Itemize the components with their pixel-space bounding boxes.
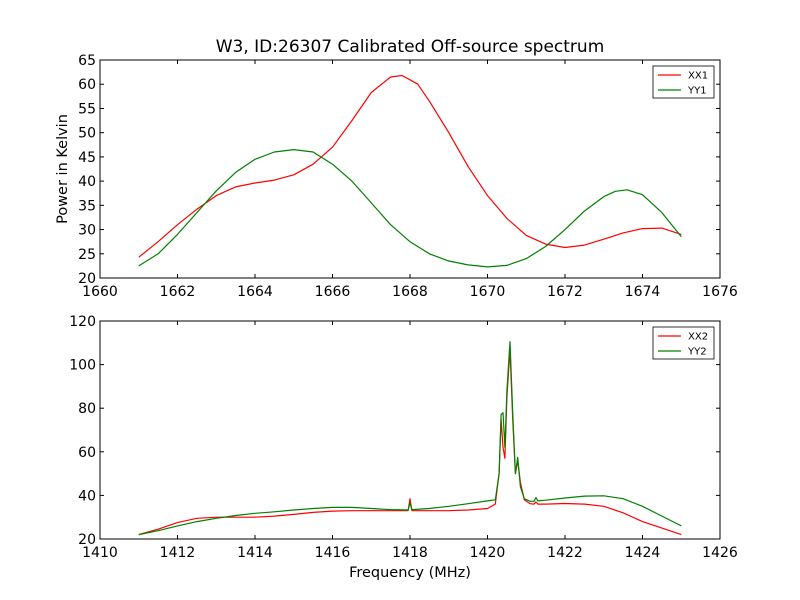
x-tick-label: 1668: [392, 284, 428, 300]
x-tick-label: 1420: [470, 545, 506, 561]
x-tick-label: 1422: [547, 545, 583, 561]
y-tick-label: 45: [78, 150, 96, 166]
series-line-yy1: [138, 149, 682, 268]
x-tick-label: 1416: [315, 545, 351, 561]
x-tick-label: 1670: [470, 284, 506, 300]
legend-label-yy1: YY1: [687, 86, 707, 97]
x-tick-label: 1672: [547, 284, 583, 300]
legend-label-yy2: YY2: [687, 347, 707, 358]
bottom-plot-panel: 1410 1412 1414 1416 1418 1420 1422 1424 1426 20 40…: [69, 314, 738, 561]
y-tick-label: 30: [78, 223, 96, 239]
x-tick-label: 1410: [82, 545, 118, 561]
x-tick-label: 1412: [160, 545, 196, 561]
y-axis-label-top: Power in Kelvin: [55, 114, 71, 224]
y-tick-label: 120: [69, 314, 96, 330]
y-tick-label: 50: [78, 126, 96, 142]
chart-title: W3, ID:26307 Calibrated Off-source spect…: [216, 37, 605, 57]
y-tick-label: 20: [78, 532, 96, 548]
y-tick-label: 100: [69, 358, 96, 374]
y-tick-label: 60: [78, 77, 96, 93]
x-tick-label: 1674: [625, 284, 661, 300]
x-tick-label: 1676: [702, 284, 738, 300]
x-axis-label-bottom: Frequency (MHz): [349, 565, 471, 581]
y-tick-label: 40: [78, 488, 96, 504]
legend-label-xx1: XX1: [688, 71, 708, 82]
series-line-xx1: [138, 74, 682, 258]
plot-area: [100, 321, 720, 539]
legend-box: [652, 65, 715, 99]
x-tick-label: 1660: [82, 284, 118, 300]
y-tick-label: 60: [78, 445, 96, 461]
x-tick-label: 1426: [702, 545, 738, 561]
y-tick-label: 40: [78, 174, 96, 190]
y-tick-label: 20: [78, 271, 96, 287]
y-tick-label: 55: [78, 101, 96, 117]
x-tick-label: 1414: [237, 545, 273, 561]
x-tick-label: 1418: [392, 545, 428, 561]
top-plot-panel: 1660 1662 1664 1666 1668 1670 1672 1674 1676 20 25…: [78, 53, 738, 300]
legend-label-xx2: XX2: [688, 332, 708, 343]
x-tick-label: 1424: [625, 545, 661, 561]
y-tick-label: 65: [78, 53, 96, 69]
series-line-yy2: [138, 341, 682, 536]
y-tick-label: 25: [78, 247, 96, 263]
y-tick-label: 80: [78, 401, 96, 417]
y-tick-label: 35: [78, 198, 96, 214]
x-tick-label: 1662: [160, 284, 196, 300]
plot-area: [100, 60, 720, 278]
legend-box: [652, 326, 715, 360]
x-tick-label: 1664: [237, 284, 273, 300]
x-tick-label: 1666: [315, 284, 351, 300]
